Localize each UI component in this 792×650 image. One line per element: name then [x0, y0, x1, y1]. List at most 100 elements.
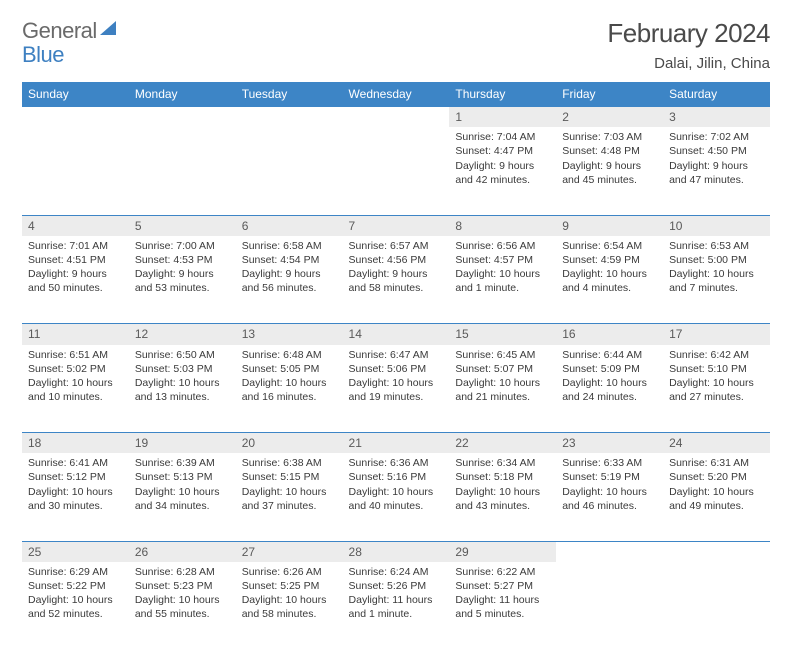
sunset-text: Sunset: 5:13 PM: [135, 470, 230, 484]
sunrise-text: Sunrise: 6:44 AM: [562, 348, 657, 362]
day-content-cell: Sunrise: 6:45 AMSunset: 5:07 PMDaylight:…: [449, 345, 556, 433]
day-number-cell: 15: [449, 324, 556, 345]
daylight-text: Daylight: 10 hours and 43 minutes.: [455, 485, 550, 513]
day-content-cell: Sunrise: 6:54 AMSunset: 4:59 PMDaylight:…: [556, 236, 663, 324]
day-number-cell: [22, 107, 129, 128]
day-number-cell: 9: [556, 215, 663, 236]
sunrise-text: Sunrise: 7:03 AM: [562, 130, 657, 144]
day-content-cell: Sunrise: 6:26 AMSunset: 5:25 PMDaylight:…: [236, 562, 343, 650]
day-number-cell: 16: [556, 324, 663, 345]
day-content-cell: Sunrise: 6:29 AMSunset: 5:22 PMDaylight:…: [22, 562, 129, 650]
sunset-text: Sunset: 5:16 PM: [349, 470, 444, 484]
logo: General: [22, 18, 118, 44]
sunset-text: Sunset: 5:22 PM: [28, 579, 123, 593]
sunset-text: Sunset: 5:03 PM: [135, 362, 230, 376]
sunrise-text: Sunrise: 6:26 AM: [242, 565, 337, 579]
day-content-cell: Sunrise: 6:53 AMSunset: 5:00 PMDaylight:…: [663, 236, 770, 324]
day-number-cell: 13: [236, 324, 343, 345]
day-content-cell: Sunrise: 6:42 AMSunset: 5:10 PMDaylight:…: [663, 345, 770, 433]
day-content-cell: Sunrise: 6:51 AMSunset: 5:02 PMDaylight:…: [22, 345, 129, 433]
day-content-cell: Sunrise: 6:58 AMSunset: 4:54 PMDaylight:…: [236, 236, 343, 324]
sunset-text: Sunset: 4:54 PM: [242, 253, 337, 267]
sunset-text: Sunset: 4:47 PM: [455, 144, 550, 158]
day-number-cell: [556, 541, 663, 562]
day-content-cell: Sunrise: 6:48 AMSunset: 5:05 PMDaylight:…: [236, 345, 343, 433]
daylight-text: Daylight: 10 hours and 58 minutes.: [242, 593, 337, 621]
day-header: Sunday: [22, 82, 129, 107]
sunrise-text: Sunrise: 6:41 AM: [28, 456, 123, 470]
header: General February 2024 Dalai, Jilin, Chin…: [22, 18, 770, 72]
day-content-cell: Sunrise: 6:36 AMSunset: 5:16 PMDaylight:…: [343, 453, 450, 541]
day-number-cell: 27: [236, 541, 343, 562]
logo-word-2: Blue: [22, 42, 64, 68]
day-content-cell: [236, 127, 343, 215]
daylight-text: Daylight: 10 hours and 49 minutes.: [669, 485, 764, 513]
sunrise-text: Sunrise: 6:34 AM: [455, 456, 550, 470]
day-content-row: Sunrise: 7:01 AMSunset: 4:51 PMDaylight:…: [22, 236, 770, 324]
sunrise-text: Sunrise: 7:00 AM: [135, 239, 230, 253]
sunset-text: Sunset: 5:27 PM: [455, 579, 550, 593]
sunset-text: Sunset: 5:05 PM: [242, 362, 337, 376]
day-number-row: 11121314151617: [22, 324, 770, 345]
day-number-cell: 10: [663, 215, 770, 236]
day-number-cell: 25: [22, 541, 129, 562]
daylight-text: Daylight: 10 hours and 52 minutes.: [28, 593, 123, 621]
day-number-cell: 18: [22, 433, 129, 454]
day-number-cell: 28: [343, 541, 450, 562]
sunrise-text: Sunrise: 6:45 AM: [455, 348, 550, 362]
sunset-text: Sunset: 5:23 PM: [135, 579, 230, 593]
daylight-text: Daylight: 9 hours and 45 minutes.: [562, 159, 657, 187]
day-content-cell: [22, 127, 129, 215]
day-number-cell: 29: [449, 541, 556, 562]
day-number-cell: 5: [129, 215, 236, 236]
sunset-text: Sunset: 5:12 PM: [28, 470, 123, 484]
sunset-text: Sunset: 5:00 PM: [669, 253, 764, 267]
day-content-cell: Sunrise: 6:47 AMSunset: 5:06 PMDaylight:…: [343, 345, 450, 433]
sunset-text: Sunset: 5:19 PM: [562, 470, 657, 484]
sunrise-text: Sunrise: 6:38 AM: [242, 456, 337, 470]
day-number-cell: 14: [343, 324, 450, 345]
day-number-cell: [343, 107, 450, 128]
daylight-text: Daylight: 10 hours and 21 minutes.: [455, 376, 550, 404]
day-number-cell: 6: [236, 215, 343, 236]
day-content-cell: [556, 562, 663, 650]
day-content-cell: Sunrise: 6:39 AMSunset: 5:13 PMDaylight:…: [129, 453, 236, 541]
sunrise-text: Sunrise: 6:51 AM: [28, 348, 123, 362]
day-header-row: Sunday Monday Tuesday Wednesday Thursday…: [22, 82, 770, 107]
daylight-text: Daylight: 10 hours and 24 minutes.: [562, 376, 657, 404]
sunrise-text: Sunrise: 6:54 AM: [562, 239, 657, 253]
month-title: February 2024: [607, 18, 770, 49]
header-right: February 2024 Dalai, Jilin, China: [607, 18, 770, 72]
day-number-row: 2526272829: [22, 541, 770, 562]
day-number-row: 18192021222324: [22, 433, 770, 454]
sunset-text: Sunset: 5:15 PM: [242, 470, 337, 484]
sunset-text: Sunset: 4:59 PM: [562, 253, 657, 267]
daylight-text: Daylight: 9 hours and 58 minutes.: [349, 267, 444, 295]
daylight-text: Daylight: 10 hours and 34 minutes.: [135, 485, 230, 513]
sunset-text: Sunset: 5:06 PM: [349, 362, 444, 376]
sunrise-text: Sunrise: 6:58 AM: [242, 239, 337, 253]
day-header: Thursday: [449, 82, 556, 107]
day-number-cell: 11: [22, 324, 129, 345]
day-content-cell: Sunrise: 6:41 AMSunset: 5:12 PMDaylight:…: [22, 453, 129, 541]
sunset-text: Sunset: 4:48 PM: [562, 144, 657, 158]
sunrise-text: Sunrise: 6:36 AM: [349, 456, 444, 470]
sunset-text: Sunset: 5:26 PM: [349, 579, 444, 593]
daylight-text: Daylight: 10 hours and 55 minutes.: [135, 593, 230, 621]
day-number-cell: 20: [236, 433, 343, 454]
sunrise-text: Sunrise: 6:53 AM: [669, 239, 764, 253]
day-content-cell: [129, 127, 236, 215]
sunset-text: Sunset: 4:57 PM: [455, 253, 550, 267]
day-content-cell: Sunrise: 6:28 AMSunset: 5:23 PMDaylight:…: [129, 562, 236, 650]
day-content-cell: Sunrise: 6:33 AMSunset: 5:19 PMDaylight:…: [556, 453, 663, 541]
daylight-text: Daylight: 9 hours and 50 minutes.: [28, 267, 123, 295]
day-number-row: 45678910: [22, 215, 770, 236]
day-content-cell: Sunrise: 6:31 AMSunset: 5:20 PMDaylight:…: [663, 453, 770, 541]
sunset-text: Sunset: 5:20 PM: [669, 470, 764, 484]
day-number-cell: 24: [663, 433, 770, 454]
day-number-cell: 4: [22, 215, 129, 236]
sunrise-text: Sunrise: 6:39 AM: [135, 456, 230, 470]
daylight-text: Daylight: 9 hours and 53 minutes.: [135, 267, 230, 295]
sunrise-text: Sunrise: 6:48 AM: [242, 348, 337, 362]
day-content-row: Sunrise: 6:41 AMSunset: 5:12 PM Daylight:…: [22, 453, 770, 541]
